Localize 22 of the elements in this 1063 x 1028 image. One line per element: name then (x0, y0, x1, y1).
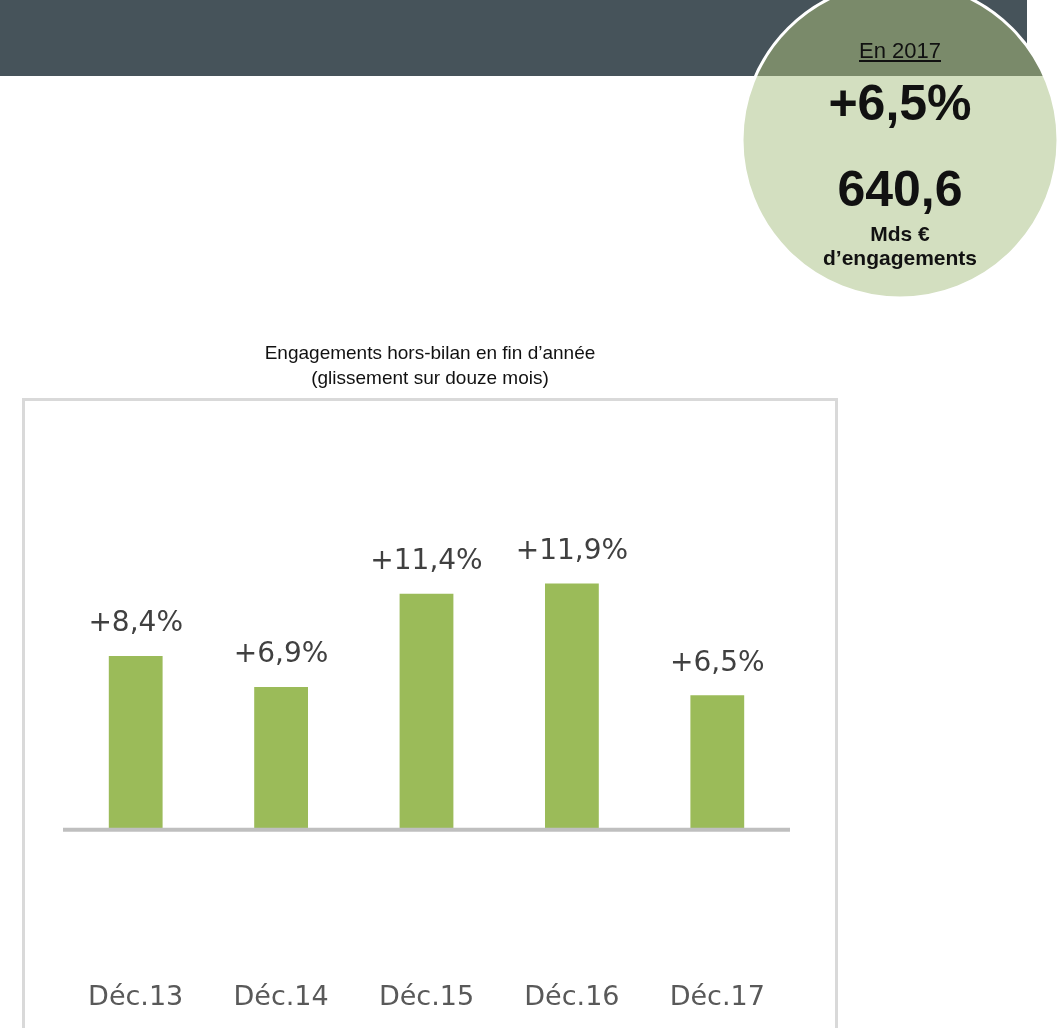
data-label: +11,4% (370, 543, 483, 577)
text: Mds € (869, 222, 931, 246)
bar (254, 686, 308, 830)
x-tick-label: Déc.13 (88, 979, 184, 1011)
bar (545, 583, 599, 830)
bar (108, 655, 163, 830)
text: En 2017 (858, 38, 942, 64)
data-label: +8,4% (88, 605, 183, 639)
bar (399, 593, 454, 830)
chart-title: Engagements hors-bilan en fin d’année (263, 341, 597, 365)
chart-subtitle: (glissement sur douze mois) (310, 366, 550, 390)
data-label: +11,9% (515, 532, 629, 566)
x-tick-label: Déc.15 (378, 979, 475, 1011)
text: +6,5% (827, 74, 973, 132)
x-tick-label: Déc.14 (233, 979, 329, 1011)
x-tick-label: Déc.16 (524, 979, 620, 1011)
text: d’engagements (821, 246, 978, 270)
bar (690, 695, 745, 830)
text: 640,6 (836, 160, 964, 218)
data-label: +6,9% (233, 636, 329, 670)
x-tick-label: Déc.17 (669, 979, 765, 1011)
data-label: +6,5% (670, 644, 765, 678)
